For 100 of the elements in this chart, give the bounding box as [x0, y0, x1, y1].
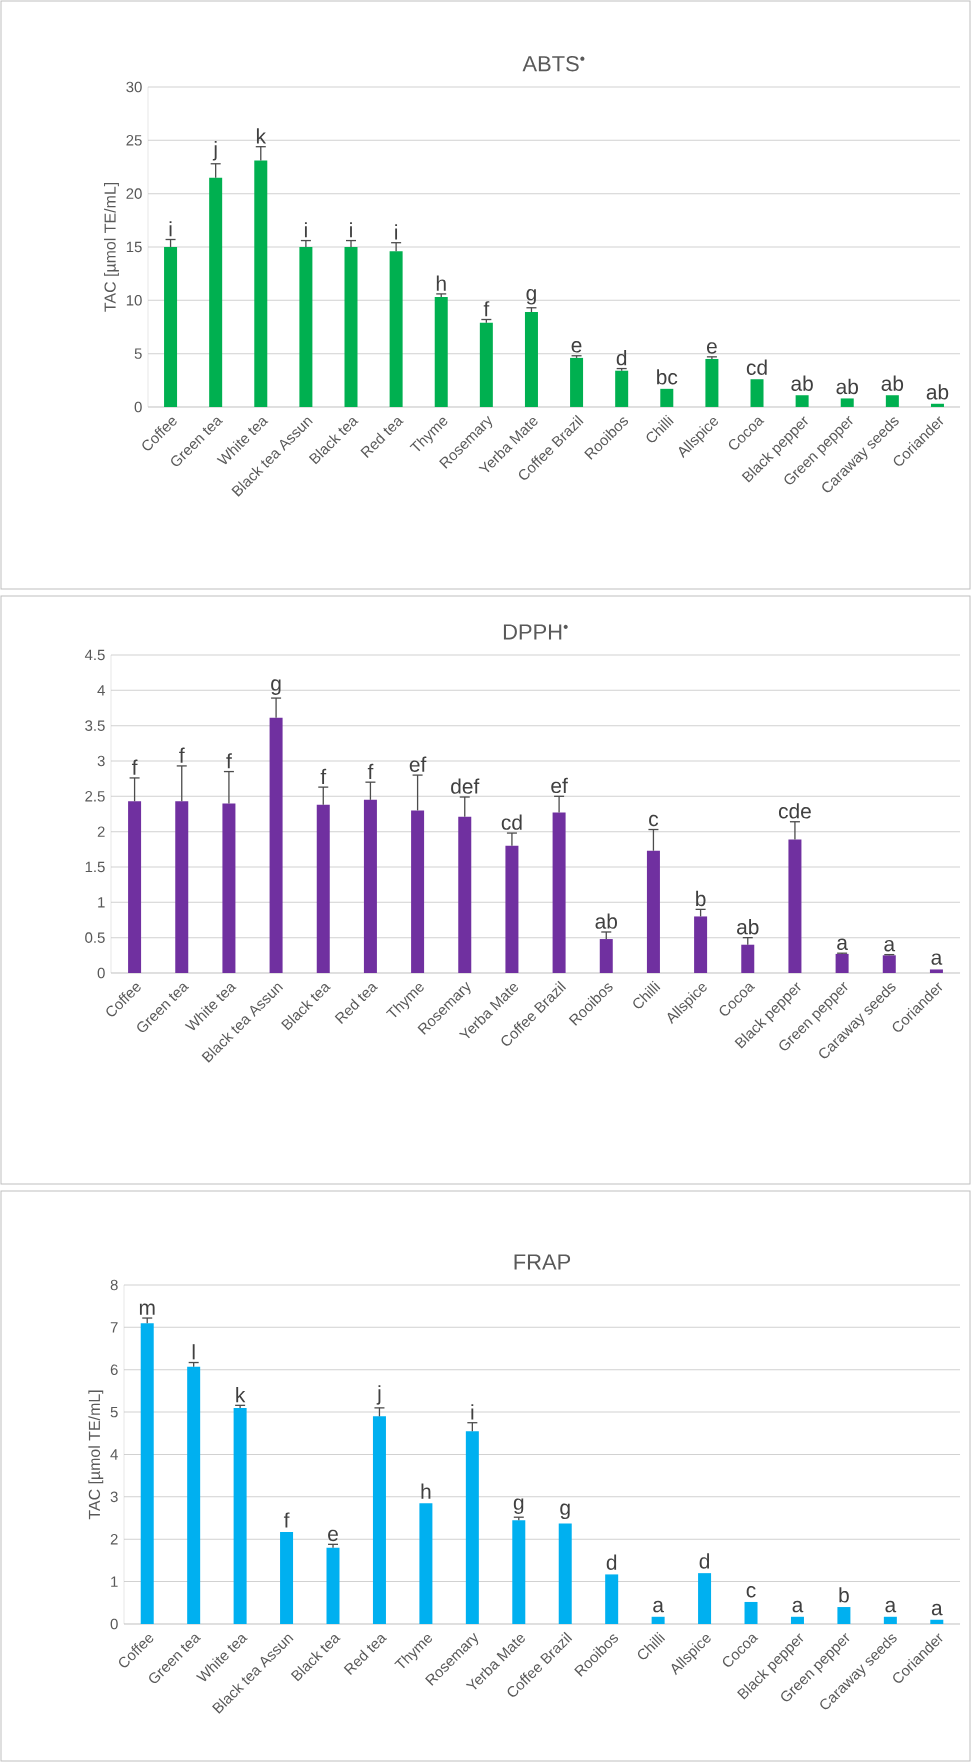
annotation: a [931, 1603, 943, 1616]
bar [479, 322, 493, 407]
annotation: j [376, 1385, 381, 1405]
bar [458, 816, 472, 973]
y-tick-label: 0 [97, 967, 105, 979]
bar [660, 388, 674, 407]
y-tick-label: 8 [110, 1279, 118, 1291]
annotation: bc [657, 369, 678, 385]
bar [233, 1407, 247, 1624]
annotation: ab [595, 913, 618, 929]
bar [570, 357, 584, 407]
bar [187, 1366, 201, 1624]
bar [930, 1619, 944, 1624]
bar [344, 246, 358, 407]
annotation: i [395, 224, 398, 240]
annotation: cd [746, 359, 767, 375]
bar [389, 251, 403, 407]
annotation: def [451, 778, 480, 794]
annotation: a [837, 938, 848, 950]
annotation: f [131, 759, 138, 775]
bar [694, 916, 708, 973]
chart-title: DPPH$^{•}$ [503, 624, 568, 640]
annotation: c [746, 1586, 756, 1598]
bar [209, 177, 223, 407]
y-tick-label: 25 [126, 135, 142, 146]
chart-title: FRAP [514, 1254, 571, 1270]
annotation: a [884, 939, 896, 952]
y-tick-label: 3 [97, 755, 105, 767]
annotation: a [931, 953, 943, 965]
bar [372, 1416, 386, 1624]
bar [419, 1503, 433, 1624]
y-tick-label: 1 [111, 1576, 118, 1587]
bar [128, 801, 142, 973]
annotation: d [616, 350, 627, 366]
annotation: i [471, 1404, 474, 1420]
bar [512, 1520, 526, 1624]
y-tick-label: 2 [97, 826, 105, 837]
y-tick-label: 2 [110, 1534, 118, 1545]
y-tick-label: 0.5 [85, 932, 105, 943]
y-tick-label: 3 [110, 1491, 118, 1503]
y-tick-label: 1.5 [85, 861, 105, 873]
annotation: k [256, 128, 267, 144]
annotation: f [179, 747, 185, 763]
annotation: a [653, 1600, 664, 1613]
annotation: h [421, 1483, 431, 1499]
y-tick-label: 6 [110, 1364, 118, 1376]
annotation: b [696, 890, 706, 907]
chart-title: ABTS$^{•}$ [522, 55, 585, 72]
annotation: ef [409, 756, 427, 772]
bar [788, 839, 802, 973]
annotation: ab [791, 375, 813, 391]
bar [835, 953, 849, 973]
annotation: ab [881, 375, 904, 391]
bar [505, 845, 519, 973]
y-axis-title: TAC [µmol TE/mL] [88, 1390, 104, 1520]
bar [411, 810, 425, 973]
annotation: f [283, 1512, 290, 1528]
bar [651, 1616, 665, 1624]
bar [269, 717, 283, 973]
annotation: a [792, 1600, 804, 1613]
y-tick-label: 1 [98, 897, 105, 908]
annotation: g [560, 1503, 570, 1520]
y-tick-label: 7 [110, 1322, 118, 1333]
annotation: d [606, 1554, 617, 1570]
annotation: i [350, 222, 352, 238]
annotation: f [226, 753, 232, 769]
y-tick-label: 4.5 [84, 649, 105, 661]
bar [140, 1323, 154, 1624]
bar [552, 812, 566, 973]
bar [930, 403, 944, 407]
annotation: g [526, 288, 536, 305]
annotation: b [839, 1587, 849, 1603]
bar [744, 1601, 758, 1624]
bar [698, 1573, 712, 1624]
annotation: k [236, 1386, 246, 1403]
bar [558, 1523, 572, 1624]
y-tick-label: 0 [134, 401, 142, 413]
bar [299, 246, 313, 407]
y-tick-label: 4 [97, 685, 105, 696]
annotation: cde [778, 803, 811, 819]
annotation: cd [501, 814, 522, 830]
y-tick-label: 30 [126, 81, 142, 93]
bar [599, 939, 613, 973]
annotation: i [304, 222, 307, 238]
bar [363, 799, 377, 973]
bar [434, 297, 448, 407]
annotation: f [483, 301, 490, 317]
annotation: l [192, 1344, 195, 1360]
annotation: a [885, 1600, 897, 1613]
bar [222, 803, 236, 973]
y-tick-label: 3.5 [85, 720, 105, 731]
annotation: c [649, 814, 659, 827]
bar [882, 955, 896, 973]
bar [615, 370, 629, 407]
bar [465, 1431, 479, 1624]
annotation: e [328, 1529, 338, 1542]
annotation: ef [551, 777, 568, 794]
annotation: g [271, 679, 281, 695]
bar [254, 160, 268, 407]
y-tick-label: 5 [134, 348, 142, 359]
